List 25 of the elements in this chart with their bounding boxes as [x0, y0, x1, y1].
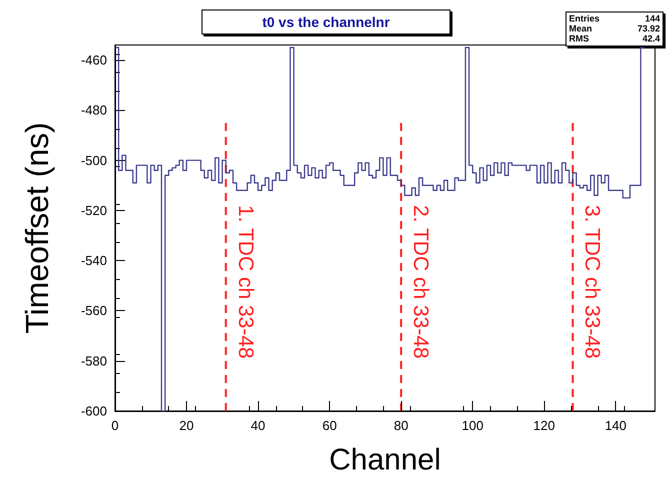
- text: Mean 73.92: [569, 24, 660, 34]
- x-tick-label: 60: [322, 418, 337, 433]
- text: RMS 42.4: [569, 34, 660, 44]
- y-tick-label: -520: [80, 202, 107, 218]
- ref-line-label: 3. TDC ch 33-48: [580, 205, 604, 359]
- y-tick-label: -600: [80, 404, 107, 418]
- x-tick-label: 100: [462, 418, 484, 433]
- y-tick-label: -500: [80, 152, 107, 168]
- y-tick-label: -540: [80, 253, 107, 268]
- y-tick-label: -580: [80, 353, 107, 368]
- text: Entries 144: [569, 14, 660, 24]
- ref-line-label: 1. TDC ch 33-48: [234, 205, 257, 359]
- x-tick-label: 80: [394, 418, 408, 433]
- y-tick-label: -480: [80, 102, 107, 118]
- y-tick-label: -460: [80, 52, 107, 68]
- x-tick-label: 120: [533, 418, 555, 433]
- chart-title: t0 vs the channelnr: [262, 14, 390, 30]
- x-axis-title: Channel: [329, 444, 441, 476]
- ref-line-label: 2. TDC ch 33-48: [409, 205, 432, 359]
- y-tick-label: -560: [80, 303, 107, 318]
- x-tick-label: 0: [111, 418, 119, 433]
- x-tick-label: 20: [179, 418, 194, 433]
- x-tick-label: 140: [604, 418, 627, 433]
- x-tick-label: 40: [250, 418, 266, 433]
- y-axis-title: Timeoffset (ns): [19, 122, 55, 334]
